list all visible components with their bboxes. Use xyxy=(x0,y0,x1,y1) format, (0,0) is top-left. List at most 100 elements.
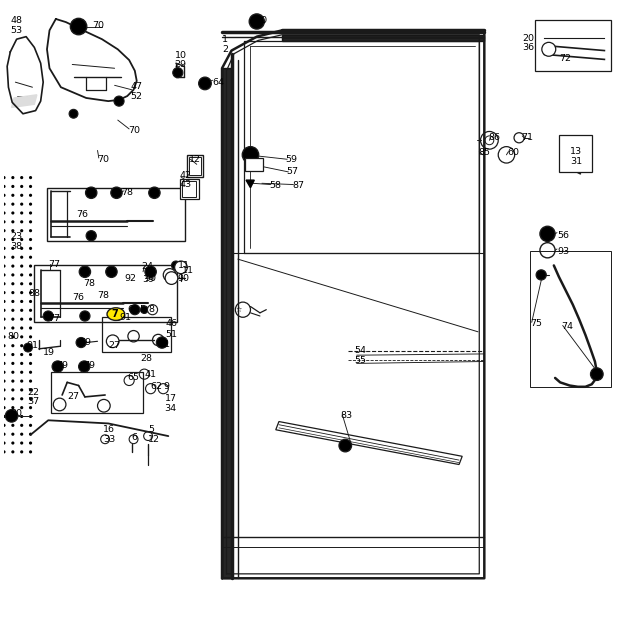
Circle shape xyxy=(12,362,15,365)
Circle shape xyxy=(29,379,32,382)
Text: 54
55: 54 55 xyxy=(355,346,367,365)
Circle shape xyxy=(145,266,156,277)
Circle shape xyxy=(3,300,6,303)
Text: 69: 69 xyxy=(80,338,92,347)
Text: 56: 56 xyxy=(557,231,570,240)
Circle shape xyxy=(52,361,63,372)
Text: 11: 11 xyxy=(182,266,194,275)
Bar xyxy=(180,179,198,199)
Circle shape xyxy=(12,335,15,338)
Circle shape xyxy=(29,238,32,241)
Circle shape xyxy=(20,238,23,241)
Circle shape xyxy=(113,312,122,320)
Circle shape xyxy=(3,246,6,250)
Circle shape xyxy=(12,415,15,418)
Text: 80: 80 xyxy=(10,410,22,418)
Circle shape xyxy=(12,238,15,241)
Circle shape xyxy=(141,306,148,313)
Circle shape xyxy=(20,185,23,188)
Circle shape xyxy=(3,211,6,214)
Text: 85: 85 xyxy=(478,149,490,157)
Text: 70: 70 xyxy=(128,126,140,135)
Bar xyxy=(530,251,611,387)
Circle shape xyxy=(249,14,264,29)
Text: 78: 78 xyxy=(121,188,133,197)
Bar xyxy=(559,135,592,172)
Circle shape xyxy=(29,362,32,365)
Bar xyxy=(245,158,263,171)
Circle shape xyxy=(20,193,23,197)
Circle shape xyxy=(29,246,32,250)
Circle shape xyxy=(20,229,23,232)
Circle shape xyxy=(79,266,91,277)
Text: 74: 74 xyxy=(561,322,573,331)
Circle shape xyxy=(20,176,23,179)
Circle shape xyxy=(542,42,556,56)
Circle shape xyxy=(3,291,6,294)
Circle shape xyxy=(3,229,6,232)
Circle shape xyxy=(29,220,32,223)
Circle shape xyxy=(3,255,6,258)
Text: 70: 70 xyxy=(92,21,104,30)
Text: 79: 79 xyxy=(56,361,68,370)
Circle shape xyxy=(3,423,6,427)
Circle shape xyxy=(12,229,15,232)
Text: 78: 78 xyxy=(97,291,109,300)
Circle shape xyxy=(29,291,32,294)
Circle shape xyxy=(29,211,32,214)
Text: 1
2: 1 2 xyxy=(222,35,228,54)
Circle shape xyxy=(12,202,15,205)
Circle shape xyxy=(20,335,23,338)
Circle shape xyxy=(12,326,15,330)
Circle shape xyxy=(20,370,23,374)
Text: 72: 72 xyxy=(559,54,571,63)
Text: 20
36: 20 36 xyxy=(522,33,534,52)
Circle shape xyxy=(12,273,15,276)
Text: 48
53: 48 53 xyxy=(10,16,22,35)
Circle shape xyxy=(12,379,15,382)
Circle shape xyxy=(29,317,32,320)
Circle shape xyxy=(3,282,6,285)
Polygon shape xyxy=(246,180,254,188)
Circle shape xyxy=(3,176,6,179)
Circle shape xyxy=(111,187,122,198)
Text: 91: 91 xyxy=(26,341,38,350)
Text: 42
43: 42 43 xyxy=(179,171,191,190)
Text: ☆: ☆ xyxy=(236,307,242,313)
Text: 93: 93 xyxy=(557,247,570,256)
Circle shape xyxy=(540,226,555,241)
Text: 57: 57 xyxy=(287,167,298,176)
Ellipse shape xyxy=(107,308,125,320)
Text: 9: 9 xyxy=(163,382,169,391)
Text: 77: 77 xyxy=(48,260,60,269)
Circle shape xyxy=(3,273,6,276)
Circle shape xyxy=(20,264,23,267)
Circle shape xyxy=(3,450,6,454)
Circle shape xyxy=(20,246,23,250)
Circle shape xyxy=(20,273,23,276)
Circle shape xyxy=(29,273,32,276)
Text: 10
29: 10 29 xyxy=(175,51,187,70)
Text: 28: 28 xyxy=(141,354,152,363)
Circle shape xyxy=(3,264,6,267)
Circle shape xyxy=(12,264,15,267)
Circle shape xyxy=(20,379,23,382)
Circle shape xyxy=(3,370,6,374)
Circle shape xyxy=(3,353,6,356)
Circle shape xyxy=(29,176,32,179)
Text: 17
34: 17 34 xyxy=(164,394,177,413)
Circle shape xyxy=(12,397,15,401)
Text: 24: 24 xyxy=(142,262,154,271)
Circle shape xyxy=(12,193,15,197)
Circle shape xyxy=(29,335,32,338)
Polygon shape xyxy=(222,68,232,578)
Text: 62: 62 xyxy=(128,305,140,314)
Text: 27: 27 xyxy=(67,392,79,401)
Text: 11: 11 xyxy=(178,261,190,270)
Circle shape xyxy=(172,261,180,270)
Text: 76: 76 xyxy=(77,210,89,219)
Circle shape xyxy=(12,282,15,285)
Text: 70: 70 xyxy=(97,155,109,164)
Text: 83: 83 xyxy=(340,411,353,420)
Text: 71: 71 xyxy=(521,133,533,142)
